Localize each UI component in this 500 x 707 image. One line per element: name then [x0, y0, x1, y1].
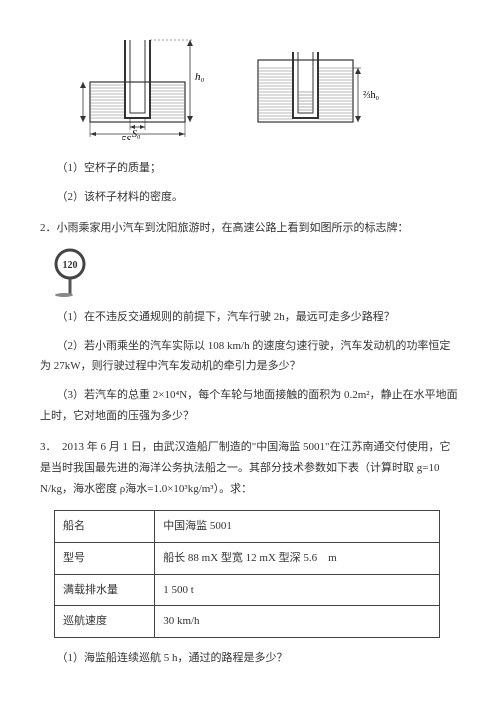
diagram-left-svg: h₀ ½h₀ S₀ 5S₀	[80, 30, 210, 140]
table-row: 巡航速度 30 km/h	[55, 606, 440, 638]
diagram-row: h₀ ½h₀ S₀ 5S₀	[80, 30, 460, 140]
table-row: 型号 船长 88 mX 型宽 12 mX 型深 5.6 m	[55, 542, 440, 574]
cell-model-value: 船长 88 mX 型宽 12 mX 型深 5.6 m	[155, 542, 440, 574]
diagram-left: h₀ ½h₀ S₀ 5S₀	[80, 30, 210, 140]
q2-part1: （1）在不违反交通规则的前提下，汽车行驶 2h，最远可走多少路程？	[40, 307, 460, 328]
h0-label: h₀	[195, 71, 205, 83]
q2-part2: （2）若小雨乘坐的汽车实际以 108 km/h 的速度匀速行驶，汽车发动机的功率…	[40, 336, 460, 378]
q1-part1: （1）空杯子的质量；	[40, 158, 460, 179]
q3-intro: 3． 2013 年 6 月 1 日，由武汉造船厂制造的"中国海监 5001"在江…	[40, 437, 460, 500]
spec-table: 船名 中国海监 5001 型号 船长 88 mX 型宽 12 mX 型深 5.6…	[54, 510, 440, 639]
q2-part3: （3）若汽车的总重 2×10⁴N，每个车轮与地面接触的面积为 0.2m²，静止在…	[40, 385, 460, 427]
cell-model-label: 型号	[55, 542, 155, 574]
cell-displacement-label: 满载排水量	[55, 574, 155, 606]
cell-displacement-value: 1 500 t	[155, 574, 440, 606]
diagram-right-svg: ⅔h₀	[250, 30, 380, 140]
sign-number: 120	[63, 260, 78, 271]
speed-sign: 120	[54, 247, 460, 297]
cell-speed-label: 巡航速度	[55, 606, 155, 638]
diagram-right: ⅔h₀	[250, 30, 380, 140]
q1-part2: （2）该杯子材料的密度。	[40, 187, 460, 208]
table-row: 满载排水量 1 500 t	[55, 574, 440, 606]
q3-part1: （1）海监船连续巡航 5 h，通过的路程是多少？	[40, 648, 460, 669]
speed-sign-svg: 120	[54, 247, 96, 297]
cell-ship-name-value: 中国海监 5001	[155, 510, 440, 542]
table-row: 船名 中国海监 5001	[55, 510, 440, 542]
cell-speed-value: 30 km/h	[155, 606, 440, 638]
cell-ship-name-label: 船名	[55, 510, 155, 542]
5s0-label: 5S₀	[121, 135, 135, 140]
q2-intro: 2．小雨乘家用小汽车到沈阳旅游时，在高速公路上看到如图所示的标志牌：	[40, 218, 460, 239]
two-thirds-h0-label: ⅔h₀	[363, 90, 380, 101]
